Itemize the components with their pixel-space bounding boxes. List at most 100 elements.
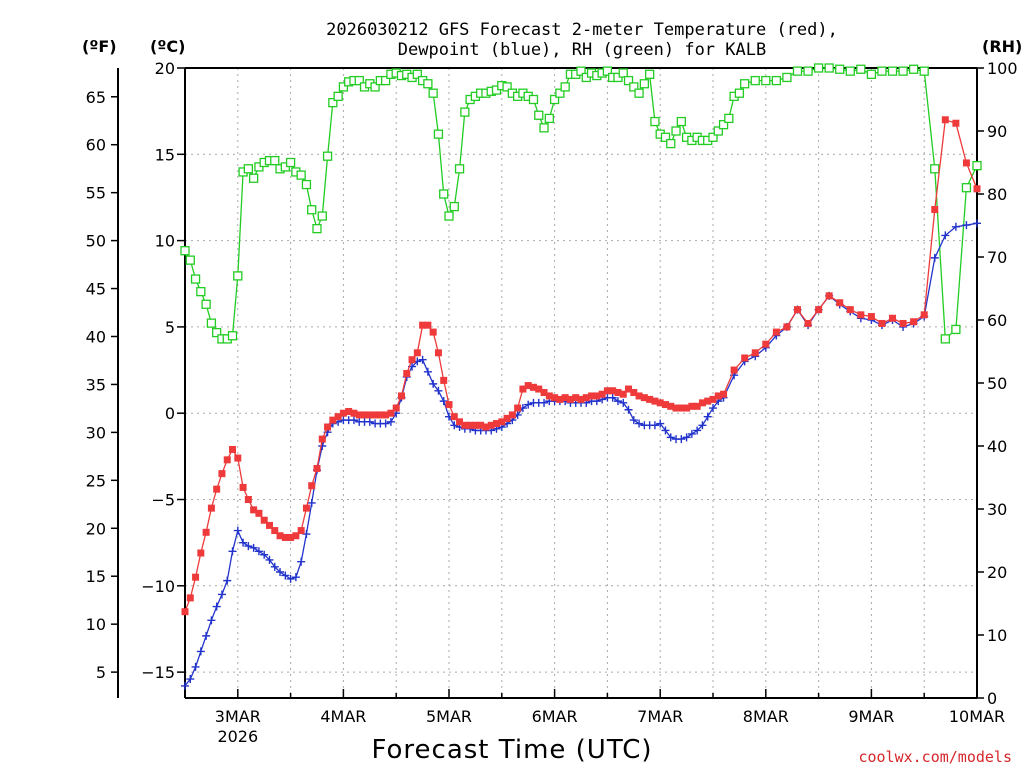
data-point xyxy=(551,394,559,402)
data-point xyxy=(709,404,717,413)
series-temperature xyxy=(181,116,981,616)
data-point xyxy=(561,394,569,402)
data-point xyxy=(856,64,866,74)
data-point xyxy=(889,314,897,322)
data-point xyxy=(714,392,722,400)
data-point xyxy=(782,72,792,83)
data-point xyxy=(845,66,855,76)
data-point xyxy=(836,299,844,307)
data-point xyxy=(387,409,395,417)
data-point xyxy=(339,409,347,417)
data-point xyxy=(930,164,940,174)
series-dewpoint xyxy=(181,219,981,690)
celsius-unit-label: (ºC) xyxy=(150,37,185,56)
data-point xyxy=(529,383,537,391)
celsius-tick-label: 10 xyxy=(155,232,175,251)
data-point xyxy=(239,483,247,491)
data-point xyxy=(549,94,560,105)
data-point xyxy=(644,69,655,79)
data-point xyxy=(750,75,760,86)
data-point xyxy=(555,88,565,98)
x-tick-sublabel: 2026 xyxy=(217,727,258,746)
series-line xyxy=(184,67,978,341)
data-point xyxy=(931,206,939,214)
data-point xyxy=(180,246,190,256)
data-point xyxy=(477,421,485,429)
data-point xyxy=(212,327,222,338)
data-point xyxy=(598,390,606,398)
data-point xyxy=(186,594,194,602)
x-tick-label: 8MAR xyxy=(743,707,789,726)
data-point xyxy=(560,82,570,92)
data-point xyxy=(619,390,627,398)
data-point xyxy=(602,66,613,76)
data-point xyxy=(229,445,237,453)
data-point xyxy=(671,126,681,136)
data-point xyxy=(920,311,928,319)
data-point xyxy=(919,66,929,76)
data-point xyxy=(250,506,258,514)
data-point xyxy=(713,126,723,136)
data-point xyxy=(313,464,321,472)
data-point xyxy=(192,573,200,581)
data-point xyxy=(419,321,427,329)
data-point xyxy=(334,413,342,421)
celsius-tick-label: 15 xyxy=(155,145,175,164)
data-point xyxy=(217,590,226,599)
x-tick-label: 7MAR xyxy=(637,707,683,726)
data-point xyxy=(624,405,633,414)
data-point xyxy=(181,681,189,690)
data-point xyxy=(196,647,205,656)
data-point xyxy=(265,521,273,529)
rh-tick-label: 40 xyxy=(987,437,1007,456)
data-point xyxy=(322,151,333,161)
data-point xyxy=(408,356,416,364)
data-point xyxy=(218,470,226,478)
fahrenheit-tick-label: 30 xyxy=(86,423,106,442)
data-point xyxy=(324,423,332,431)
celsius-tick-label: −15 xyxy=(141,663,175,682)
data-point xyxy=(545,392,553,400)
data-point xyxy=(382,411,390,419)
data-point xyxy=(951,222,960,231)
data-point xyxy=(535,385,543,393)
data-point xyxy=(908,64,919,74)
data-point xyxy=(418,355,427,364)
data-point xyxy=(381,419,390,428)
data-point xyxy=(365,417,374,426)
data-point xyxy=(403,370,411,378)
rh-tick-label: 80 xyxy=(987,185,1007,204)
data-point xyxy=(661,401,669,409)
data-point xyxy=(328,98,338,108)
data-point xyxy=(318,435,326,443)
series-rh xyxy=(180,63,982,344)
data-point xyxy=(291,573,300,582)
data-point xyxy=(345,407,353,415)
data-point xyxy=(333,91,343,101)
data-point xyxy=(429,328,437,336)
series-layer xyxy=(180,63,982,690)
chart-title-line1: 2026030212 GFS Forecast 2-meter Temperat… xyxy=(326,20,838,40)
data-point xyxy=(444,211,454,221)
fahrenheit-tick-label: 35 xyxy=(86,375,106,394)
data-point xyxy=(271,527,279,535)
data-point xyxy=(813,63,824,73)
data-point xyxy=(297,527,305,535)
x-tick-label: 9MAR xyxy=(848,707,894,726)
data-point xyxy=(783,323,791,331)
rh-tick-label: 70 xyxy=(987,248,1007,267)
data-point xyxy=(803,66,813,76)
data-point xyxy=(824,63,834,73)
data-point xyxy=(254,547,263,556)
data-point xyxy=(772,328,780,336)
data-point xyxy=(350,409,358,417)
celsius-tick-label: 0 xyxy=(165,404,175,423)
data-point xyxy=(666,433,675,442)
data-point xyxy=(301,179,312,190)
data-point xyxy=(471,421,479,429)
data-point xyxy=(688,402,696,410)
data-point xyxy=(534,110,544,120)
data-point xyxy=(613,397,622,406)
data-point xyxy=(392,404,400,412)
